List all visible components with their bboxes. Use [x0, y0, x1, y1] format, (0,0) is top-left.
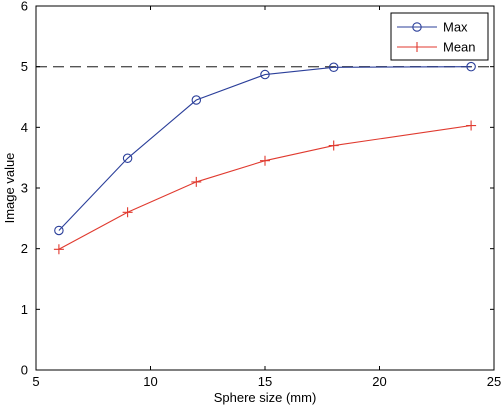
- legend-label: Max: [443, 20, 468, 35]
- data-point-max: [466, 61, 476, 72]
- y-axis-label: Image value: [2, 153, 17, 224]
- x-tick-label: 15: [258, 374, 272, 389]
- data-point-max: [260, 69, 270, 80]
- x-tick-label: 5: [32, 374, 39, 389]
- y-tick-label: 0: [21, 363, 28, 378]
- x-axis-label: Sphere size (mm): [214, 390, 317, 405]
- series-line-max: [58, 66, 472, 231]
- data-point-mean: [260, 155, 270, 166]
- data-point-mean: [122, 207, 133, 218]
- legend-marker: [412, 42, 422, 52]
- plot-frame: [35, 5, 495, 371]
- legend: Max Mean: [390, 12, 489, 61]
- legend-marker: [412, 22, 422, 32]
- x-tick-label: 10: [143, 374, 157, 389]
- data-point-mean: [328, 140, 339, 151]
- data-point-mean: [191, 176, 202, 187]
- data-point-max: [54, 225, 64, 236]
- data-point-mean: [53, 244, 64, 255]
- y-tick-label: 6: [21, 0, 28, 14]
- y-tick-label: 3: [21, 181, 28, 196]
- data-point-max: [328, 62, 339, 73]
- y-tick-label: 2: [21, 241, 28, 256]
- series-line-mean: [58, 124, 472, 250]
- legend-item-mean: Mean: [397, 40, 476, 55]
- series-max: [54, 61, 476, 236]
- y-tick-label: 5: [21, 59, 28, 74]
- data-point-max: [122, 153, 133, 164]
- legend-label: Mean: [443, 40, 476, 55]
- legend-box: [390, 12, 489, 61]
- x-tick-label: 25: [487, 374, 501, 389]
- data-point-max: [191, 95, 202, 105]
- data-point-mean: [466, 120, 477, 131]
- legend-item-max: Max: [397, 20, 468, 35]
- series-mean: [53, 120, 477, 255]
- y-tick-label: 4: [21, 120, 28, 135]
- x-tick-label: 20: [372, 374, 386, 389]
- y-tick-label: 1: [21, 302, 28, 317]
